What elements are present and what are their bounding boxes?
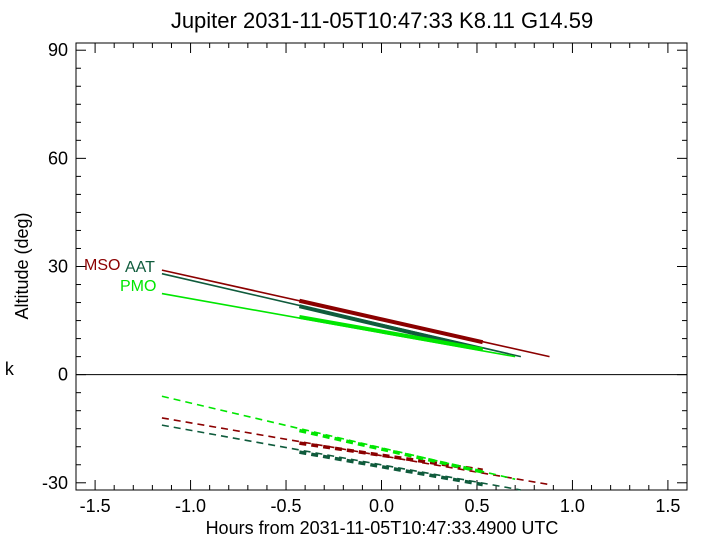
x-axis-label: Hours from 2031-11-05T10:47:33.4900 UTC	[206, 518, 559, 538]
series-thick-segment-mso	[298, 298, 484, 345]
x-tick-label: -1.0	[175, 496, 206, 516]
series-dashed-thick-segment-mso	[299, 441, 483, 472]
tick-label-layer: -1.5 -1.0 -0.5 0.0 0.5 1.0 1.5 -30 0 30 60 90	[42, 40, 680, 516]
tick-layer	[75, 43, 688, 490]
x-tick-label: 0.0	[369, 496, 394, 516]
chart-title: Jupiter 2031-11-05T10:47:33 K8.11 G14.59	[171, 8, 593, 33]
x-tick-label: 1.0	[560, 496, 585, 516]
series-thick-segment-pmo	[299, 314, 484, 352]
series-dashed-line-mso	[161, 417, 550, 486]
y-axis-label: Altitude (deg)	[12, 212, 32, 319]
series-layer: MSO AAT PMO	[84, 257, 550, 491]
x-tick-label: -1.5	[80, 496, 111, 516]
series-label-pmo: PMO	[120, 278, 156, 295]
series-dashed-line-aat	[161, 424, 522, 491]
series-label-mso: MSO	[84, 257, 120, 274]
series-dashed-thick-segment-pmo	[299, 428, 484, 474]
y-tick-label: -30	[42, 473, 68, 493]
y-tick-label: 0	[58, 365, 68, 385]
x-tick-label: 1.5	[655, 496, 680, 516]
side-k-label: k	[4, 361, 15, 381]
y-tick-label: 60	[48, 148, 68, 168]
x-tick-label: -0.5	[271, 496, 302, 516]
series-label-aat: AAT	[125, 259, 155, 276]
y-tick-label: 90	[48, 40, 68, 60]
x-tick-label: 0.5	[464, 496, 489, 516]
y-tick-label: 30	[48, 257, 68, 277]
